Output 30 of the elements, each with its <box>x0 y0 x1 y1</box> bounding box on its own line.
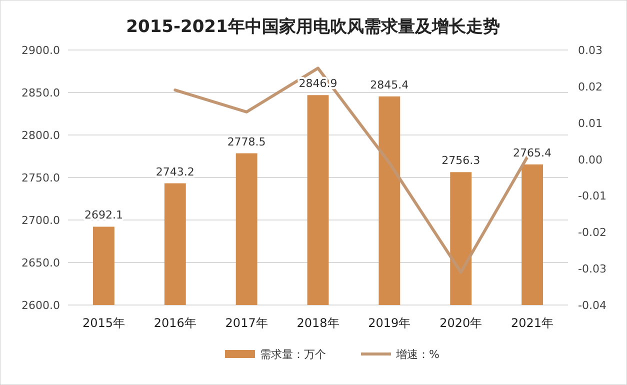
data-label: 2778.5 <box>227 135 266 148</box>
y-tick-label: 2900.0 <box>22 44 60 57</box>
x-tick-label: 2019年 <box>368 316 411 330</box>
y2-tick-label: -0.02 <box>578 226 606 240</box>
x-tick-label: 2018年 <box>296 316 340 330</box>
x-tick-label: 2021年 <box>511 316 554 330</box>
x-tick-label: 2017年 <box>225 316 268 330</box>
y-tick-label: 2700.0 <box>22 214 60 227</box>
y-tick-label: 2750.0 <box>22 172 60 184</box>
y2-tick-label: -0.01 <box>578 190 606 203</box>
data-label: 2692.1 <box>84 208 123 222</box>
y2-tick-label: -0.03 <box>578 262 606 276</box>
data-label: 2743.2 <box>156 165 194 178</box>
data-label: 2845.4 <box>370 78 409 92</box>
chart-title: 2015-2021年中国家用电吹风需求量及增长走势 <box>126 17 500 37</box>
x-tick-label: 2015年 <box>82 316 125 330</box>
x-tick-label: 2020年 <box>440 316 482 330</box>
legend-label: 需求量：万个 <box>260 348 326 361</box>
y-tick-label: 2800.0 <box>22 129 60 142</box>
y2-tick-label: 0.00 <box>578 153 602 166</box>
y2-tick-label: -0.04 <box>578 299 606 312</box>
y2-tick-label: 0.02 <box>578 80 602 94</box>
data-label: 2756.3 <box>442 154 480 168</box>
x-tick-label: 2016年 <box>154 316 196 330</box>
y-tick-label: 2600.0 <box>22 299 60 312</box>
legend-label: 增速：% <box>395 348 440 361</box>
y2-tick-label: 0.03 <box>578 44 602 57</box>
y-tick-label: 2850.0 <box>22 86 60 100</box>
y-tick-label: 2650.0 <box>22 256 60 270</box>
y2-tick-label: 0.01 <box>578 116 602 130</box>
